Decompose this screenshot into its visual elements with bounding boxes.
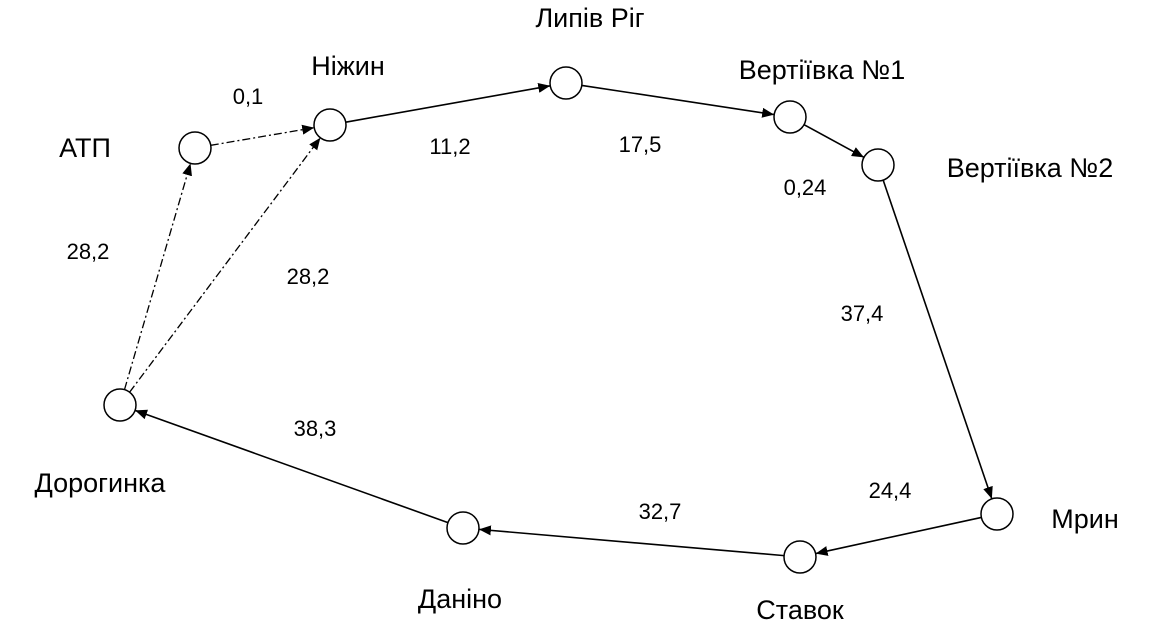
edge-arrow — [581, 84, 775, 118]
node — [980, 497, 1014, 531]
edge-arrow — [345, 82, 551, 123]
edge-arrow — [129, 137, 321, 393]
node — [313, 108, 347, 142]
edge-arrow — [478, 525, 785, 557]
edge-label: 28,2 — [287, 264, 330, 289]
edge-arrow — [882, 179, 993, 500]
edge-label: 37,4 — [841, 301, 884, 326]
edge-arrow — [123, 163, 192, 390]
edge-label: 0,24 — [784, 175, 827, 200]
edge-label: 24,4 — [869, 478, 912, 503]
edge-arrow — [803, 123, 865, 159]
node — [178, 131, 212, 165]
node-name: Ніжин — [311, 51, 385, 81]
node-name: АТП — [59, 133, 111, 163]
node — [773, 100, 807, 134]
edge-label: 32,7 — [639, 499, 682, 524]
edge-label: 28,2 — [67, 239, 110, 264]
edge-label: 38,3 — [294, 416, 337, 441]
edge-label: 17,5 — [619, 132, 662, 157]
node-name: Даніно — [418, 584, 502, 614]
node — [549, 66, 583, 100]
node-name: Вертіївка №1 — [739, 55, 906, 85]
node — [861, 148, 895, 182]
node — [783, 540, 817, 574]
edge-label: 0,1 — [233, 84, 264, 109]
edge-label: 11,2 — [429, 134, 470, 159]
node-name: Ставок — [756, 595, 844, 625]
node — [103, 388, 137, 422]
edge-arrow — [134, 409, 449, 524]
edge-arrow — [815, 516, 982, 556]
node-name: Липів Ріг — [535, 3, 644, 33]
edge-arrow — [210, 124, 315, 146]
node-name: Вертіївка №2 — [947, 153, 1114, 183]
node — [446, 511, 480, 545]
node-name: Дорогинка — [35, 468, 167, 498]
node-name: Мрин — [1051, 504, 1119, 534]
